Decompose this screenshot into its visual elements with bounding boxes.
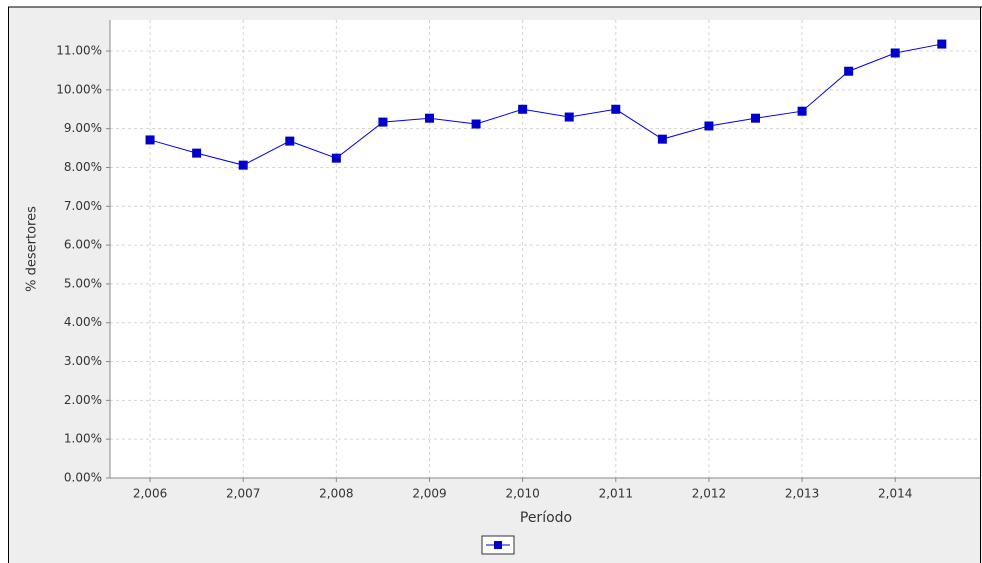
x-tick-label: 2,009 [412,487,446,501]
y-axis-label: % desertores [25,206,40,292]
legend [481,535,515,555]
point [238,160,248,170]
point [890,48,900,58]
x-tick-label: 2,013 [785,487,819,501]
y-tick-label: 4.00% [64,315,102,329]
x-tick-label: 2,014 [878,487,912,501]
point [797,106,807,116]
point [518,104,528,114]
point [285,136,295,146]
point [564,112,574,122]
point [937,39,947,49]
point [378,117,388,127]
point [844,66,854,76]
y-tick-label: 6.00% [64,238,102,252]
y-tick-label: 0.00% [64,471,102,485]
x-tick-label: 2,012 [692,487,726,501]
legend-marker [494,541,502,549]
y-tick-label: 9.00% [64,121,102,135]
point [331,153,341,163]
point [611,104,621,114]
grid [110,20,980,479]
y-tick-label: 5.00% [64,276,102,290]
point [704,121,714,131]
series-line [149,43,942,166]
x-tick-label: 2,011 [599,487,633,501]
point [657,134,667,144]
x-tick-label: 2,006 [133,487,167,501]
x-tick-label: 2,008 [319,487,353,501]
x-tick-label: 2,010 [505,487,539,501]
x-axis-label: Período [520,510,572,526]
y-tick-label: 2.00% [64,393,102,407]
y-tick-label: 1.00% [64,432,102,446]
y-tick-label: 10.00% [56,82,102,96]
x-tick-label: 2,007 [226,487,260,501]
y-tick-label: 8.00% [64,160,102,174]
point [192,148,202,158]
plot-area [110,20,980,478]
y-tick-label: 11.00% [56,44,102,58]
point [471,119,481,129]
point [424,113,434,123]
y-tick-label: 7.00% [64,199,102,213]
point [145,135,155,145]
y-tick-label: 3.00% [64,354,102,368]
point [751,113,761,123]
